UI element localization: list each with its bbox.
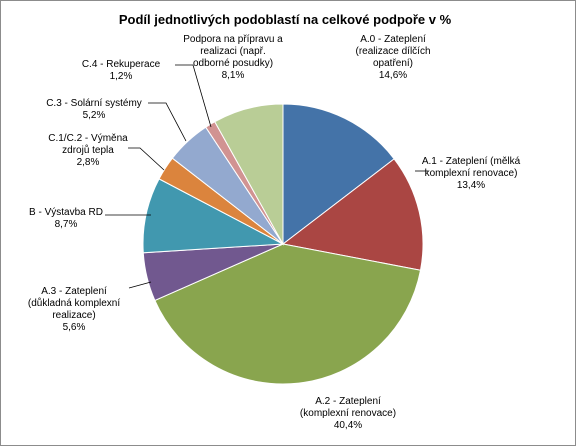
slice-category-label: A.1 - Zateplení (mělká [422, 156, 521, 167]
slice-label: C.1/C.2 - Výměna zdrojů tepla 2,8% [48, 133, 128, 168]
slice-category-label: (realizace dílčích [355, 46, 430, 57]
slice-category-label: A.0 - Zateplení [360, 34, 426, 45]
leader-line [148, 102, 187, 142]
slice-label: Podpora na přípravu a realizaci (např. odb… [183, 34, 283, 81]
slice-category-label: C.1/C.2 - Výměna [48, 133, 128, 144]
slice-category-label: opatření) [373, 58, 413, 69]
slice-category-label: A.2 - Zateplení [315, 396, 381, 407]
slice-category-label: zdrojů tepla [62, 144, 114, 156]
slice-label: A.3 - Zateplení (důkladná komplexní realiz… [28, 286, 120, 333]
slice-value-label: 5,6% [63, 322, 86, 333]
pie-slices [142, 103, 424, 385]
slice-label: A.1 - Zateplení (mělká komplexní renovace… [422, 156, 521, 191]
slice-value-label: 8,7% [55, 219, 78, 230]
slice-category-label: (důkladná komplexní [28, 297, 120, 309]
slice-category-label: A.3 - Zateplení [41, 286, 107, 297]
slice-category-label: C.3 - Solární systémy [46, 98, 142, 109]
leader-line [128, 281, 152, 289]
slice-value-label: 13,4% [457, 180, 485, 191]
slice-value-label: 40,4% [334, 420, 362, 431]
leader-line [175, 64, 212, 128]
slice-category-label: (komplexní renovace) [300, 408, 396, 419]
slice-label: B - Výstavba RD 8,7% [29, 207, 103, 230]
slice-value-label: 5,2% [83, 110, 106, 121]
leader-lines [105, 64, 428, 289]
slice-label: A.0 - Zateplení (realizace dílčích opatřen… [355, 34, 430, 81]
slice-value-label: 1,2% [110, 71, 133, 82]
slice-category-label: B - Výstavba RD [29, 207, 103, 218]
slice-category-label: realizaci (např. [200, 46, 266, 57]
slice-label: C.4 - Rekuperace 1,2% [82, 59, 161, 82]
slice-category-label: Podpora na přípravu a [183, 34, 283, 45]
pie-slice [154, 243, 422, 385]
leader-line [128, 147, 165, 171]
pie-slice [214, 103, 284, 246]
pie-slice [282, 103, 395, 246]
slice-category-label: realizace) [52, 310, 95, 321]
slice-labels: A.0 - Zateplení (realizace dílčích opatřen… [28, 34, 521, 431]
slice-value-label: 2,8% [77, 157, 100, 168]
slice-category-label: C.4 - Rekuperace [82, 59, 161, 70]
pie-slice [281, 158, 424, 271]
slice-value-label: 14,6% [379, 70, 407, 81]
slice-category-label: komplexní renovace) [425, 168, 518, 179]
slice-value-label: 8,1% [222, 70, 245, 81]
chart-title: Podíl jednotlivých podoblastí na celkové… [119, 12, 452, 27]
slice-category-label: odborné posudky) [193, 58, 273, 69]
slice-label: C.3 - Solární systémy 5,2% [46, 98, 142, 121]
slice-label: A.2 - Zateplení (komplexní renovace) 40,4% [300, 396, 396, 431]
